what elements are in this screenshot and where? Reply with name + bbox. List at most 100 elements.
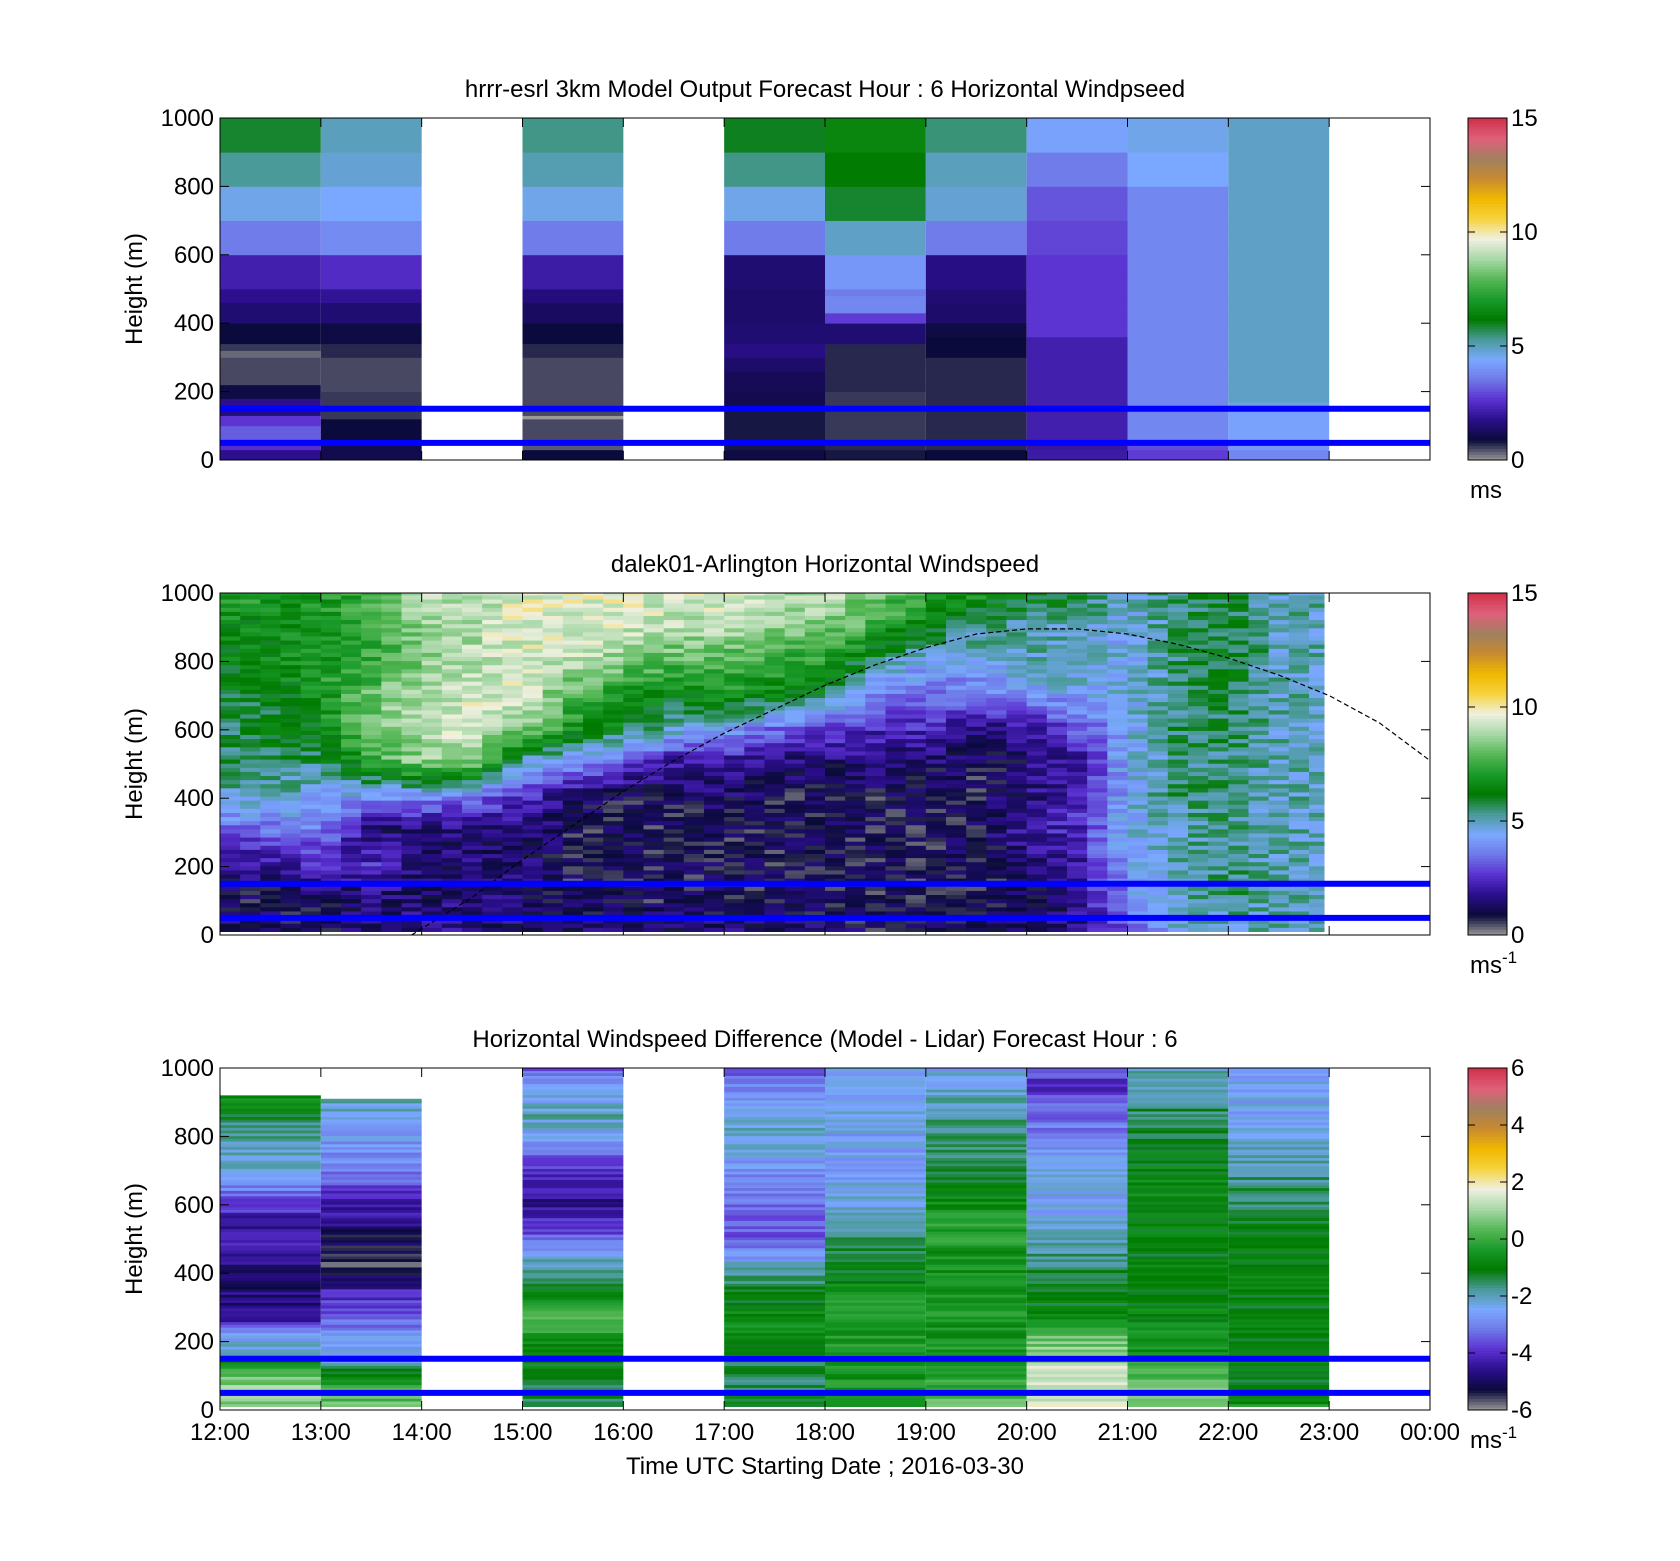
heatmap-cell (885, 906, 907, 912)
heatmap-cell (522, 446, 624, 451)
heatmap-cell (704, 656, 725, 662)
heatmap-cell (240, 919, 261, 924)
heatmap-cell (966, 796, 987, 801)
heatmap-cell (462, 627, 483, 633)
heatmap-cell (401, 593, 423, 596)
heatmap-cell (683, 849, 705, 854)
heatmap-cell (482, 787, 503, 793)
heatmap-cell (1228, 340, 1330, 345)
heatmap-cell (320, 415, 422, 420)
heatmap-cell (1087, 861, 1108, 867)
heatmap-cell (220, 607, 241, 612)
heatmap-cell (744, 853, 765, 859)
heatmap-cell (704, 734, 725, 740)
heatmap-cell (1046, 619, 1068, 625)
heatmap-cell (663, 738, 685, 744)
heatmap-cell (1026, 894, 1048, 900)
heatmap-cell (643, 919, 665, 924)
heatmap-cell (1046, 911, 1068, 916)
heatmap-cell (764, 607, 786, 612)
heatmap-cell (683, 787, 705, 793)
heatmap-cell (946, 607, 967, 612)
heatmap-cell (643, 693, 665, 699)
heatmap-cell (623, 636, 644, 641)
heatmap-cell (320, 118, 422, 122)
heatmap-cell (240, 800, 261, 805)
heatmap-cell (764, 894, 786, 900)
heatmap-cell (603, 870, 624, 875)
heatmap-cell (683, 751, 705, 756)
heatmap-cell (1127, 833, 1149, 838)
heatmap-cell (502, 644, 523, 649)
heatmap-cell (482, 857, 503, 863)
heatmap-cell (381, 689, 402, 694)
heatmap-cell (825, 169, 926, 174)
heatmap-cell (1228, 453, 1330, 457)
heatmap-cell (240, 792, 261, 797)
heatmap-cell (1228, 176, 1330, 180)
heatmap-cell (825, 456, 926, 460)
heatmap-cell (482, 652, 503, 658)
heatmap-cell (663, 742, 685, 748)
heatmap-cell (482, 792, 503, 797)
heatmap-cell (1026, 398, 1128, 403)
heatmap-cell (1046, 603, 1068, 608)
heatmap-cell (1046, 705, 1068, 711)
heatmap-cell (542, 701, 564, 707)
heatmap-cell (885, 673, 907, 678)
heatmap-cell (1026, 759, 1048, 764)
heatmap-cell (562, 738, 584, 744)
heatmap-cell (764, 923, 786, 928)
heatmap-cell (643, 593, 665, 596)
heatmap-cell (623, 738, 644, 744)
heatmap-cell (1127, 787, 1149, 793)
heatmap-cell (744, 593, 765, 596)
heatmap-cell (946, 746, 967, 752)
heatmap-cell (1087, 593, 1108, 596)
heatmap-cell (704, 599, 725, 604)
heatmap-cell (885, 751, 907, 756)
colorbar-swatch (1468, 411, 1507, 415)
heatmap-cell (1127, 623, 1149, 629)
heatmap-cell (320, 453, 422, 457)
heatmap-cell (825, 213, 926, 218)
heatmap-cell (1026, 176, 1128, 180)
heatmap-cell (220, 623, 241, 629)
heatmap-cell (1127, 845, 1149, 850)
heatmap-cell (845, 631, 866, 637)
heatmap-cell (1228, 165, 1330, 170)
heatmap-cell (1026, 906, 1048, 912)
heatmap-cell (1067, 709, 1088, 715)
heatmap-cell (663, 619, 685, 625)
heatmap-cell (643, 783, 665, 789)
heatmap-cell (865, 804, 886, 809)
heatmap-cell (925, 350, 1027, 355)
heatmap-cell (744, 718, 765, 723)
heatmap-cell (583, 894, 604, 900)
heatmap-cell (764, 611, 786, 616)
heatmap-cell (260, 865, 281, 871)
heatmap-cell (441, 812, 463, 818)
heatmap-cell (441, 927, 463, 932)
heatmap-cell (845, 652, 866, 658)
heatmap-cell (401, 828, 423, 834)
heatmap-cell (865, 689, 886, 694)
heatmap-cell (1087, 890, 1108, 896)
heatmap-cell (663, 874, 685, 879)
heatmap-cell (462, 787, 483, 793)
heatmap-cell (825, 247, 926, 252)
heatmap-cell (764, 833, 786, 838)
heatmap-cell (260, 906, 281, 912)
heatmap-cell (522, 804, 544, 809)
heatmap-cell (583, 734, 604, 740)
heatmap-cell (865, 603, 886, 608)
heatmap-cell (502, 742, 523, 748)
heatmap-cell (260, 911, 281, 916)
heatmap-cell (1147, 627, 1169, 633)
heatmap-cell (1107, 660, 1128, 666)
heatmap-cell (320, 685, 342, 690)
heatmap-cell (744, 833, 765, 838)
heatmap-cell (986, 894, 1007, 900)
heatmap-cell (220, 878, 241, 883)
heatmap-cell (724, 775, 745, 781)
